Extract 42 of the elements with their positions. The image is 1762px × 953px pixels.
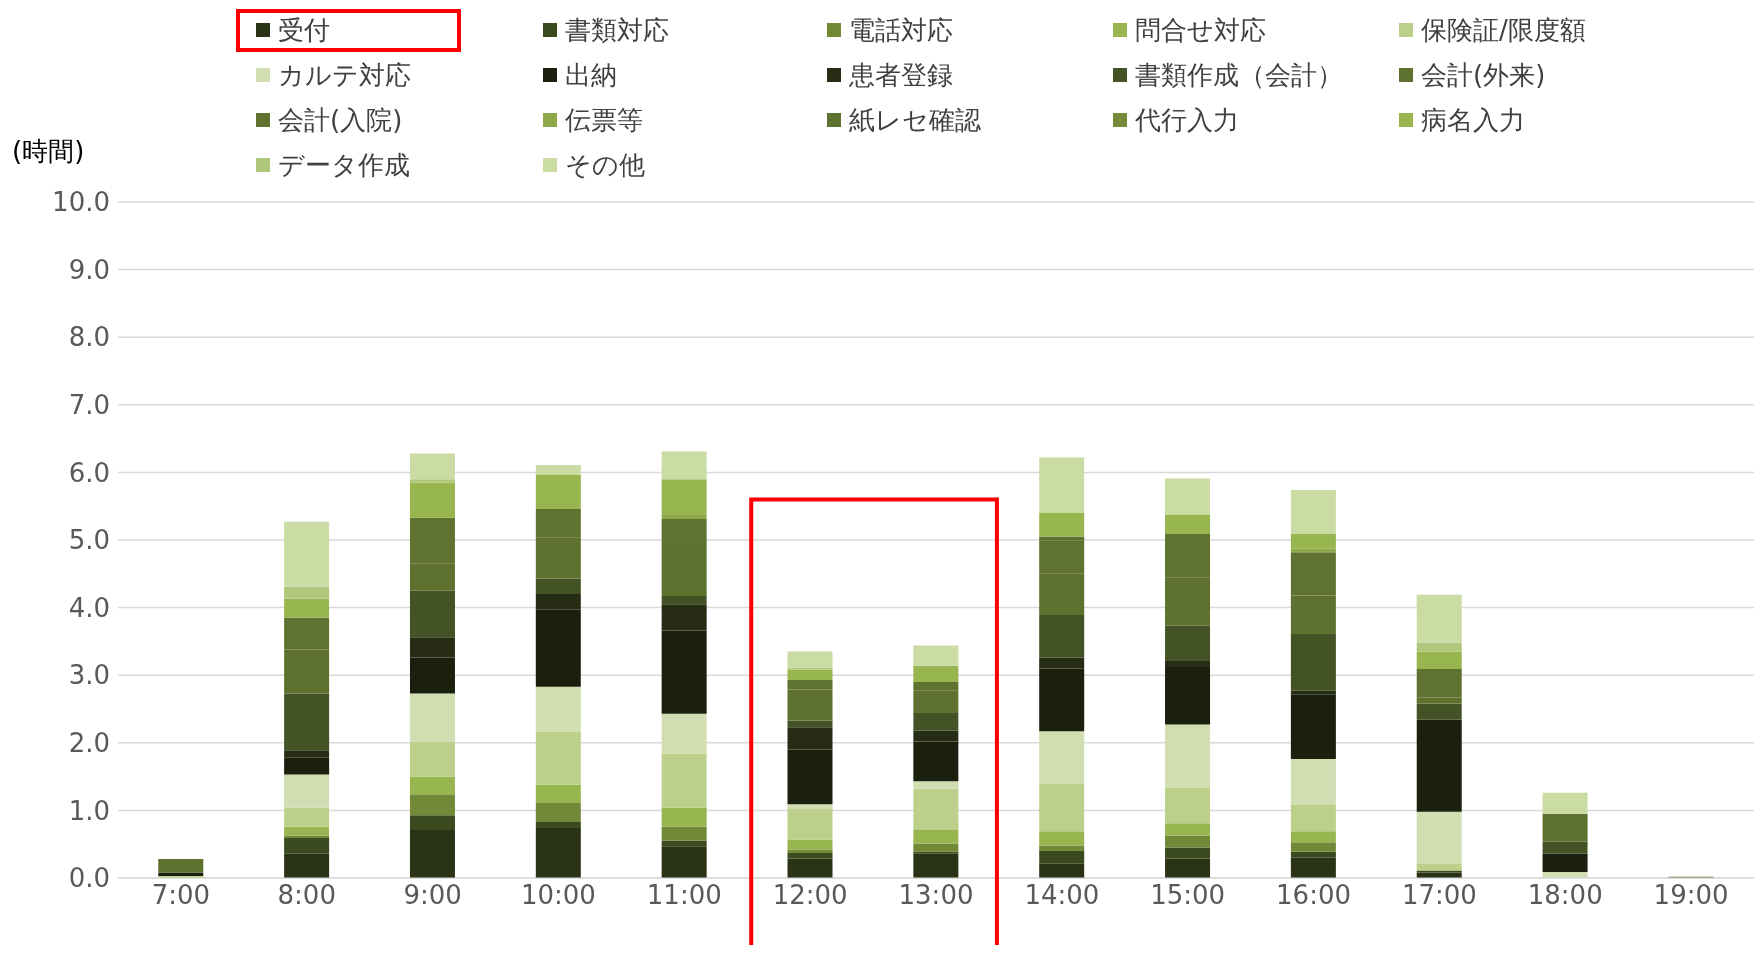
x-tick-label: 16:00 — [1276, 880, 1352, 911]
y-tick-label: 0.0 — [68, 863, 110, 894]
y-tick-label: 6.0 — [68, 457, 110, 488]
y-tick-label: 4.0 — [68, 592, 110, 623]
x-tick-label: 17:00 — [1401, 880, 1477, 911]
y-tick-label: 2.0 — [68, 728, 110, 759]
x-tick-label: 10:00 — [520, 880, 596, 911]
y-tick-label: 5.0 — [68, 525, 110, 556]
legend-label: その他 — [565, 148, 645, 182]
y-tick-label: 8.0 — [68, 322, 110, 353]
legend-label: 会計(外来) — [1421, 58, 1546, 92]
legend-label: 電話対応 — [849, 13, 953, 47]
y-tick-label: 9.0 — [68, 254, 110, 285]
x-tick-label: 13:00 — [898, 880, 974, 911]
legend-label: 伝票等 — [565, 103, 643, 137]
x-tick-label: 15:00 — [1150, 880, 1226, 911]
x-tick-label: 7:00 — [151, 880, 211, 911]
x-tick-label: 8:00 — [277, 880, 336, 911]
legend-label: 会計(入院) — [278, 103, 403, 137]
x-tick-label: 19:00 — [1653, 880, 1729, 911]
x-tick-label: 12:00 — [772, 880, 848, 911]
y-tick-label: 3.0 — [68, 660, 110, 691]
legend-label: 病名入力 — [1421, 103, 1525, 137]
legend-label: 出納 — [565, 58, 617, 92]
legend-label: 紙レセ確認 — [849, 103, 981, 137]
y-tick-label: 10.0 — [52, 187, 110, 218]
y-axis-title: (時間) — [12, 135, 85, 168]
legend-label: データ作成 — [278, 148, 410, 182]
y-tick-label: 1.0 — [68, 795, 110, 826]
legend-label: 保険証/限度額 — [1421, 13, 1586, 47]
x-tick-label: 9:00 — [403, 880, 462, 911]
x-tick-label: 14:00 — [1024, 880, 1100, 911]
legend-label: 書類対応 — [565, 13, 669, 47]
x-tick-label: 18:00 — [1527, 880, 1603, 911]
legend-label: 書類作成（会計） — [1135, 58, 1343, 92]
legend-label: 問合せ対応 — [1135, 13, 1266, 47]
x-tick-label: 11:00 — [646, 880, 722, 911]
legend-label: 患者登録 — [849, 58, 953, 92]
legend-label: カルテ対応 — [278, 58, 411, 92]
legend-label: 受付 — [278, 13, 330, 47]
y-tick-label: 7.0 — [68, 390, 110, 421]
legend-label: 代行入力 — [1135, 103, 1239, 137]
